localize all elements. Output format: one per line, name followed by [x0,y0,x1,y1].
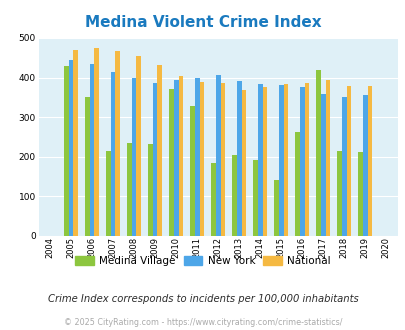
Bar [190,106,194,236]
Bar [148,144,153,236]
Bar [211,163,215,236]
Bar [106,151,111,236]
Bar [232,155,237,236]
Bar [169,89,173,236]
Bar [283,84,288,236]
Bar [299,87,304,236]
Bar [127,143,132,236]
Bar [358,151,362,236]
Bar [237,81,241,236]
Bar [257,84,262,236]
Bar [115,51,120,236]
Bar [315,70,320,236]
Bar [278,85,283,236]
Bar [294,132,299,236]
Bar [73,50,78,236]
Bar [341,97,346,236]
Bar [173,80,178,236]
Bar [362,95,367,236]
Bar [346,86,350,236]
Bar [178,76,183,236]
Bar [337,151,341,236]
Bar [132,78,136,236]
Bar [153,83,157,236]
Bar [194,78,199,236]
Bar [320,94,325,236]
Bar [157,65,162,236]
Bar [69,60,73,236]
Text: Crime Index corresponds to incidents per 100,000 inhabitants: Crime Index corresponds to incidents per… [47,294,358,304]
Bar [325,80,329,236]
Bar [94,48,99,236]
Bar [367,86,371,236]
Legend: Medina Village, New York, National: Medina Village, New York, National [70,252,335,270]
Bar [304,83,309,236]
Bar [274,180,278,236]
Bar [262,87,266,236]
Bar [199,82,204,236]
Bar [90,64,94,236]
Bar [136,56,141,236]
Bar [241,90,245,236]
Bar [111,72,115,236]
Bar [64,66,69,236]
Text: © 2025 CityRating.com - https://www.cityrating.com/crime-statistics/: © 2025 CityRating.com - https://www.city… [64,318,341,327]
Bar [253,160,257,236]
Bar [215,75,220,236]
Text: Medina Violent Crime Index: Medina Violent Crime Index [85,15,320,30]
Bar [220,83,225,236]
Bar [85,97,90,236]
